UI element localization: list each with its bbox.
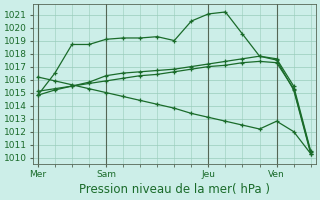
X-axis label: Pression niveau de la mer( hPa ): Pression niveau de la mer( hPa ) bbox=[79, 183, 270, 196]
